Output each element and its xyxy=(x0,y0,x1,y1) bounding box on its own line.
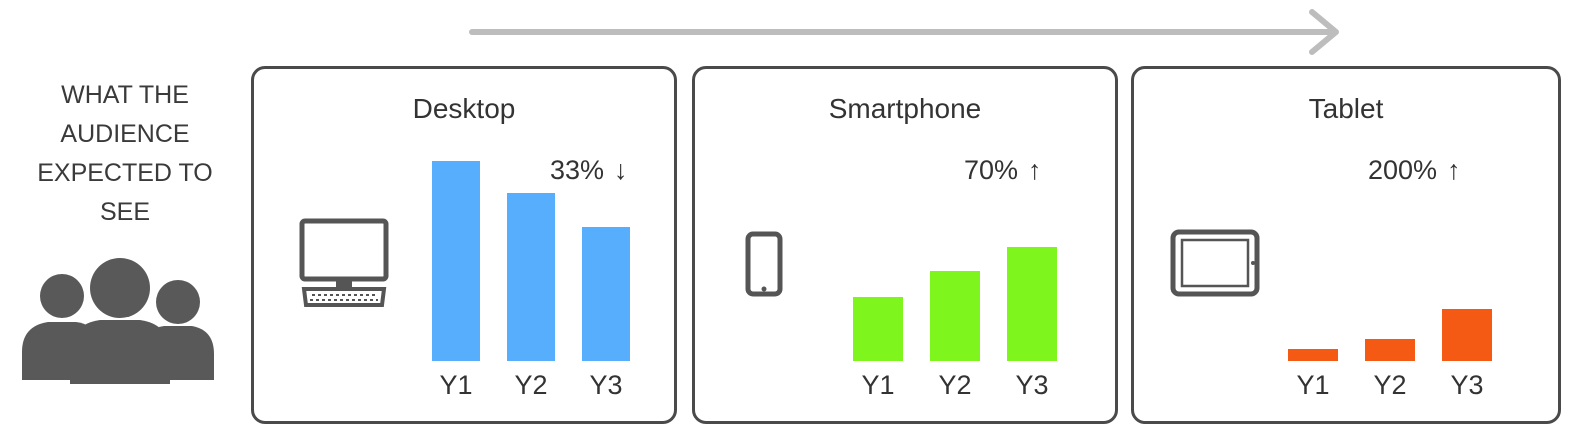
desktop-panel: Desktop 33% ↓ Y1 Y2 Y3 xyxy=(251,66,677,424)
desktop-computer-icon xyxy=(299,218,389,307)
tablet-icon xyxy=(1170,229,1260,297)
change-label: 200% ↑ xyxy=(1368,155,1461,186)
x-tick-label: Y3 xyxy=(1015,370,1048,400)
bar-y1 xyxy=(853,297,903,361)
down-arrow-icon: ↓ xyxy=(614,155,628,185)
x-tick-label: Y3 xyxy=(589,370,622,400)
bar-y3 xyxy=(582,227,630,361)
change-value: 33% xyxy=(550,155,605,185)
change-value: 70% xyxy=(964,155,1019,185)
bar-chart-tablet: Y1 Y2 Y3 xyxy=(1288,309,1492,400)
change-value: 200% xyxy=(1368,155,1438,185)
tablet-panel: Tablet 200% ↑ Y1 Y2 Y3 xyxy=(1131,66,1561,424)
panel-title: Tablet xyxy=(1308,93,1384,124)
x-tick-label: Y2 xyxy=(1373,370,1406,400)
audience-label-line: AUDIENCE xyxy=(60,120,190,148)
audience-label-line: SEE xyxy=(99,198,151,226)
x-tick-label: Y2 xyxy=(938,370,971,400)
bar-y2 xyxy=(930,271,980,361)
audience-label-line: EXPECTED TO xyxy=(37,159,213,187)
bar-y1 xyxy=(1288,349,1338,361)
bar-y3 xyxy=(1007,247,1057,361)
x-tick-label: Y1 xyxy=(861,370,894,400)
x-tick-label: Y2 xyxy=(514,370,547,400)
change-label: 70% ↑ xyxy=(964,155,1042,186)
up-arrow-icon: ↑ xyxy=(1028,155,1042,185)
bar-chart-smartphone: Y1 Y2 Y3 xyxy=(853,247,1057,400)
right-arrow-icon xyxy=(469,9,1339,55)
smartphone-panel: Smartphone 70% ↑ Y1 Y2 Y3 xyxy=(692,66,1118,424)
audience-label-line: WHAT THE xyxy=(61,81,189,109)
panel-title: Smartphone xyxy=(828,93,982,124)
x-tick-label: Y1 xyxy=(1296,370,1329,400)
group-of-people-icon xyxy=(22,258,214,384)
up-arrow-icon: ↑ xyxy=(1447,155,1461,185)
x-tick-label: Y3 xyxy=(1450,370,1483,400)
change-label: 33% ↓ xyxy=(550,155,628,186)
bar-y1 xyxy=(432,161,480,361)
bar-y2 xyxy=(1365,339,1415,361)
bar-y3 xyxy=(1442,309,1492,361)
bar-y2 xyxy=(507,193,555,361)
smartphone-icon xyxy=(745,231,783,297)
bar-chart-desktop: Y1 Y2 Y3 xyxy=(432,161,630,400)
audience-label: WHAT THE AUDIENCE EXPECTED TO SEE xyxy=(10,76,240,232)
x-tick-label: Y1 xyxy=(439,370,472,400)
panel-title: Desktop xyxy=(412,93,516,124)
